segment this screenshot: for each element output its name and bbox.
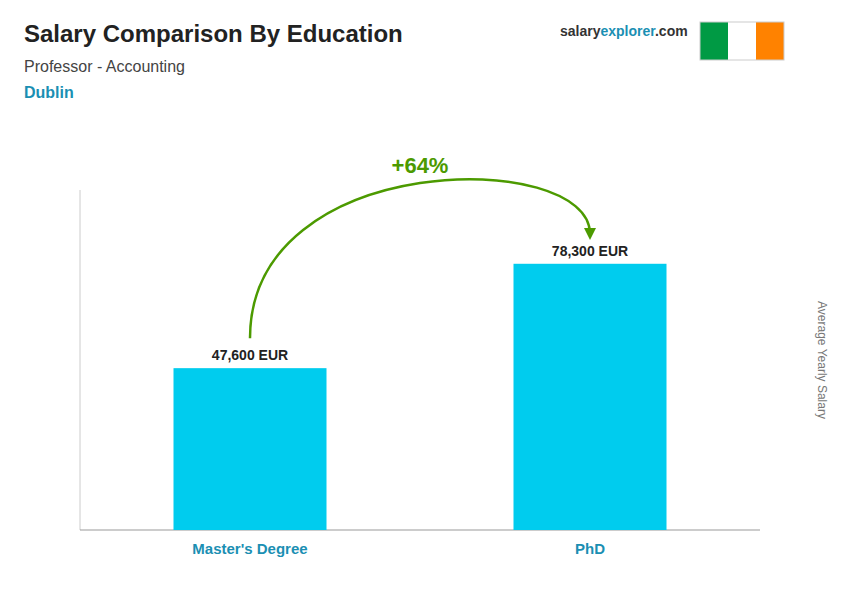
location: Dublin bbox=[24, 84, 74, 101]
title: Salary Comparison By Education bbox=[24, 20, 403, 47]
change-label: +64% bbox=[392, 153, 449, 178]
category-label: PhD bbox=[575, 540, 605, 557]
flag-stripe bbox=[728, 22, 756, 60]
flag-stripe bbox=[700, 22, 728, 60]
source: salaryexplorer.com bbox=[560, 23, 688, 39]
subtitle: Professor - Accounting bbox=[24, 58, 185, 75]
y-axis-line bbox=[80, 190, 81, 530]
chart: Salary Comparison By Education Professor … bbox=[0, 0, 850, 606]
axis-label: Average Yearly Salary bbox=[815, 301, 829, 419]
bars bbox=[174, 264, 667, 530]
source-part: explorer bbox=[600, 23, 656, 39]
flag-border bbox=[700, 22, 784, 60]
bar bbox=[514, 264, 667, 530]
value-label: 78,300 EUR bbox=[552, 243, 628, 259]
source-part: salary bbox=[560, 23, 601, 39]
bar bbox=[174, 368, 327, 530]
change-arc bbox=[250, 179, 590, 338]
flag-stripe bbox=[756, 22, 784, 60]
value-label: 47,600 EUR bbox=[212, 347, 288, 363]
flag bbox=[700, 22, 784, 60]
source-part: .com bbox=[655, 23, 688, 39]
category-label: Master's Degree bbox=[192, 540, 307, 557]
